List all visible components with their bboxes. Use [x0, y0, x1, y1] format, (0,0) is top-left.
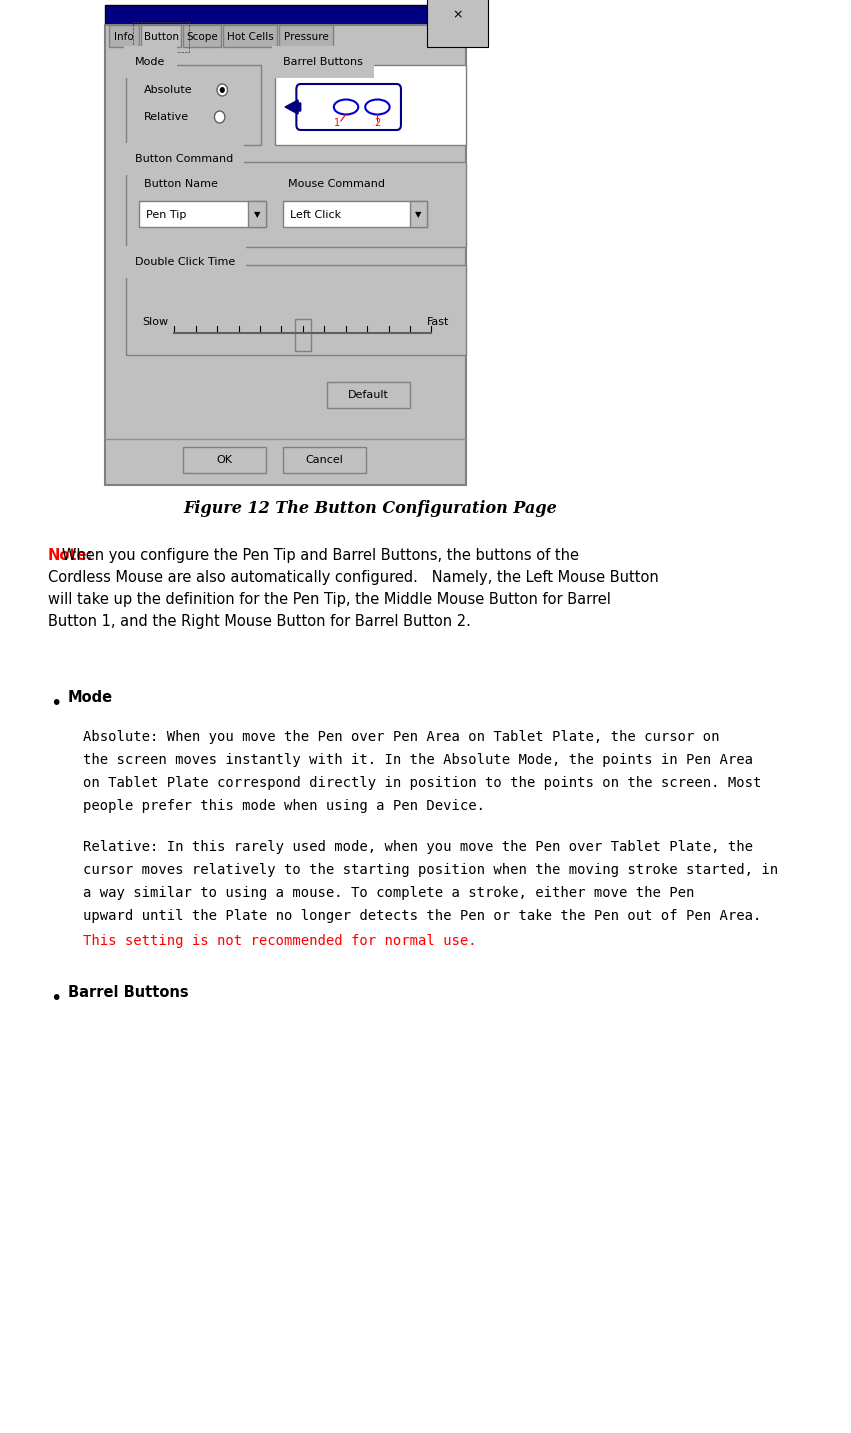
Text: Mode: Mode	[68, 691, 113, 705]
Text: Button Name: Button Name	[144, 179, 218, 189]
Text: Cordless Mouse are also automatically configured.   Namely, the Left Mouse Butto: Cordless Mouse are also automatically co…	[48, 570, 659, 585]
Text: OK: OK	[216, 456, 232, 464]
Text: Relative: In this rarely used mode, when you move the Pen over Tablet Plate, the: Relative: In this rarely used mode, when…	[83, 840, 753, 854]
FancyBboxPatch shape	[127, 162, 466, 246]
FancyBboxPatch shape	[283, 201, 427, 226]
FancyBboxPatch shape	[109, 24, 140, 47]
Text: Left Click: Left Click	[290, 211, 341, 221]
Text: 1: 1	[334, 118, 340, 128]
Ellipse shape	[365, 99, 390, 115]
Text: Relative: Relative	[144, 112, 189, 122]
Text: Barrel Buttons: Barrel Buttons	[283, 57, 363, 67]
Text: Barrel Buttons: Barrel Buttons	[68, 984, 189, 1000]
Text: •: •	[50, 989, 62, 1007]
Text: Info: Info	[114, 32, 134, 42]
Text: This setting is not recommended for normal use.: This setting is not recommended for norm…	[83, 934, 477, 949]
Text: •: •	[50, 694, 62, 714]
FancyBboxPatch shape	[327, 383, 409, 408]
FancyBboxPatch shape	[279, 24, 333, 47]
FancyBboxPatch shape	[183, 24, 221, 47]
Text: Scope: Scope	[186, 32, 218, 42]
FancyBboxPatch shape	[275, 64, 466, 145]
Text: upward until the Plate no longer detects the Pen or take the Pen out of Pen Area: upward until the Plate no longer detects…	[83, 909, 761, 923]
Text: cursor moves relatively to the starting position when the moving stroke started,: cursor moves relatively to the starting …	[83, 863, 778, 877]
Text: When you configure the Pen Tip and Barrel Buttons, the buttons of the: When you configure the Pen Tip and Barre…	[48, 547, 579, 563]
FancyBboxPatch shape	[127, 265, 466, 355]
FancyBboxPatch shape	[409, 201, 427, 226]
FancyArrow shape	[285, 100, 300, 115]
FancyBboxPatch shape	[127, 64, 261, 145]
FancyBboxPatch shape	[283, 447, 366, 473]
FancyBboxPatch shape	[141, 24, 181, 47]
Text: the screen moves instantly with it. In the Absolute Mode, the points in Pen Area: the screen moves instantly with it. In t…	[83, 752, 753, 767]
Text: Cancel: Cancel	[306, 456, 343, 464]
Text: Absolute: When you move the Pen over Pen Area on Tablet Plate, the cursor on: Absolute: When you move the Pen over Pen…	[83, 729, 719, 744]
Text: Button Command: Button Command	[135, 153, 233, 163]
FancyBboxPatch shape	[296, 85, 401, 130]
Text: Pressure: Pressure	[283, 32, 328, 42]
FancyBboxPatch shape	[140, 201, 266, 226]
Circle shape	[220, 87, 225, 93]
Text: will take up the definition for the Pen Tip, the Middle Mouse Button for Barrel: will take up the definition for the Pen …	[48, 592, 611, 608]
Text: a way similar to using a mouse. To complete a stroke, either move the Pen: a way similar to using a mouse. To compl…	[83, 886, 694, 900]
Text: Mouse Command: Mouse Command	[288, 179, 385, 189]
Text: ▼: ▼	[254, 211, 260, 219]
Circle shape	[214, 110, 225, 123]
FancyBboxPatch shape	[105, 4, 466, 24]
Text: Hot Cells: Hot Cells	[226, 32, 273, 42]
Text: Absolute: Absolute	[144, 85, 192, 95]
FancyBboxPatch shape	[183, 447, 266, 473]
Text: Default: Default	[347, 390, 388, 400]
Text: Button: Button	[144, 32, 179, 42]
FancyBboxPatch shape	[223, 24, 277, 47]
Text: Figure 12 The Button Configuration Page: Figure 12 The Button Configuration Page	[184, 500, 557, 516]
Text: Button 1, and the Right Mouse Button for Barrel Button 2.: Button 1, and the Right Mouse Button for…	[48, 613, 471, 629]
Text: Note:: Note:	[48, 547, 94, 563]
Ellipse shape	[334, 99, 358, 115]
Text: Double Click Time: Double Click Time	[135, 257, 236, 267]
Circle shape	[217, 85, 227, 96]
FancyBboxPatch shape	[248, 201, 266, 226]
FancyBboxPatch shape	[295, 320, 311, 351]
Text: people prefer this mode when using a Pen Device.: people prefer this mode when using a Pen…	[83, 800, 485, 813]
Text: Pen Tip: Pen Tip	[146, 211, 186, 221]
Text: Slow: Slow	[142, 317, 168, 327]
FancyBboxPatch shape	[105, 24, 466, 484]
Text: ▼: ▼	[415, 211, 421, 219]
Text: on Tablet Plate correspond directly in position to the points on the screen. Mos: on Tablet Plate correspond directly in p…	[83, 777, 761, 790]
Text: ×: ×	[453, 9, 463, 21]
Text: Mode: Mode	[135, 57, 165, 67]
Text: 2: 2	[374, 118, 380, 128]
Text: Fast: Fast	[426, 317, 448, 327]
